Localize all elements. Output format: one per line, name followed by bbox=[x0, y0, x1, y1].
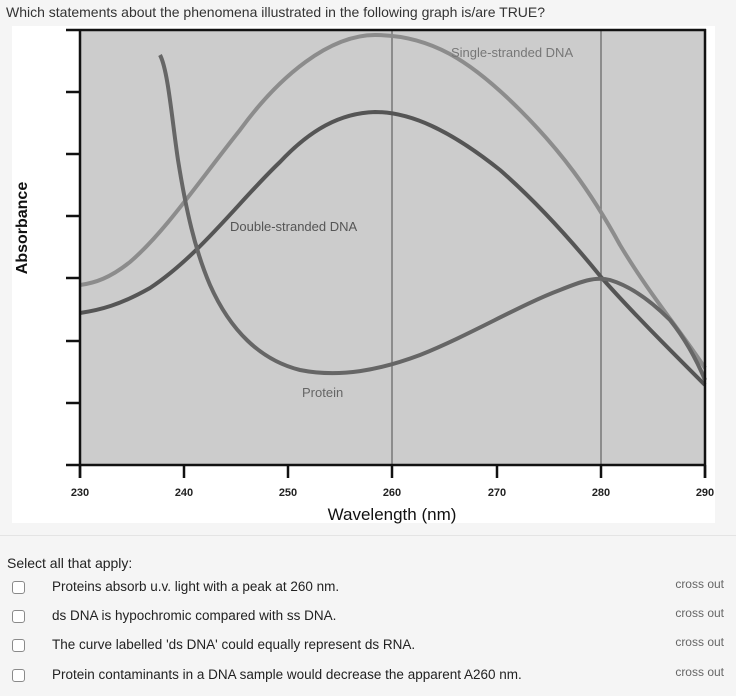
annotation-single-stranded-dna: Single-stranded DNA bbox=[451, 45, 573, 60]
svg-text:250: 250 bbox=[279, 487, 297, 499]
cross-out-button[interactable]: cross out bbox=[675, 665, 724, 679]
x-axis-ticks bbox=[78, 465, 707, 478]
cross-out-button[interactable]: cross out bbox=[675, 577, 724, 591]
annotation-double-stranded-dna: Double-stranded DNA bbox=[230, 219, 358, 234]
svg-text:230: 230 bbox=[71, 487, 89, 499]
annotation-protein: Protein bbox=[302, 385, 343, 400]
option-label[interactable]: ds DNA is hypochromic compared with ss D… bbox=[52, 608, 337, 623]
answer-option-2[interactable]: ds DNA is hypochromic compared with ss D… bbox=[0, 606, 736, 630]
checkbox[interactable] bbox=[12, 610, 25, 623]
question-text: Which statements about the phenomena ill… bbox=[6, 4, 546, 20]
x-axis-label: Wavelength (nm) bbox=[328, 505, 457, 524]
checkbox[interactable] bbox=[12, 669, 25, 682]
x-axis-tick-labels: 230 240 250 260 270 280 290 bbox=[71, 487, 714, 499]
cross-out-button[interactable]: cross out bbox=[675, 635, 724, 649]
y-axis-ticks bbox=[66, 90, 80, 405]
svg-text:280: 280 bbox=[592, 487, 610, 499]
option-label[interactable]: Protein contaminants in a DNA sample wou… bbox=[52, 667, 522, 682]
answer-option-4[interactable]: Protein contaminants in a DNA sample wou… bbox=[0, 665, 736, 689]
divider bbox=[0, 535, 736, 536]
checkbox[interactable] bbox=[12, 581, 25, 594]
series-single-stranded-dna bbox=[79, 32, 707, 370]
svg-text:290: 290 bbox=[696, 487, 714, 499]
svg-text:270: 270 bbox=[488, 487, 506, 499]
answer-option-1[interactable]: Proteins absorb u.v. light with a peak a… bbox=[0, 577, 736, 601]
option-label[interactable]: The curve labelled 'ds DNA' could equall… bbox=[52, 637, 416, 652]
svg-text:260: 260 bbox=[383, 487, 401, 499]
option-label[interactable]: Proteins absorb u.v. light with a peak a… bbox=[52, 579, 340, 594]
checkbox[interactable] bbox=[12, 639, 25, 652]
select-instructions: Select all that apply: bbox=[7, 555, 133, 571]
answer-option-3[interactable]: The curve labelled 'ds DNA' could equall… bbox=[0, 635, 736, 659]
series-protein bbox=[158, 54, 707, 381]
absorbance-chart: Single-stranded DNA Double-stranded DNA … bbox=[12, 26, 715, 524]
cross-out-button[interactable]: cross out bbox=[675, 606, 724, 620]
y-axis-label: Absorbance bbox=[14, 182, 31, 275]
svg-text:240: 240 bbox=[175, 487, 193, 499]
